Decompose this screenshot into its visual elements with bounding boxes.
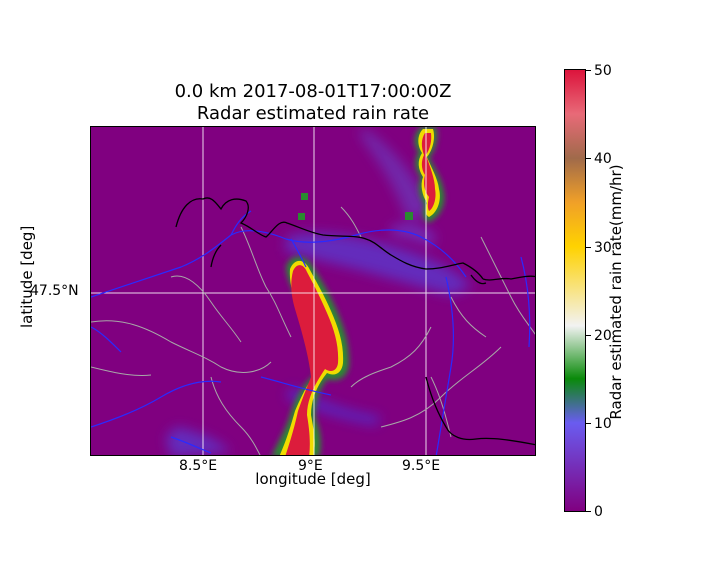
- plot-title-line2: Radar estimated rain rate: [196, 103, 430, 124]
- x-tick-label: 8.5°E: [179, 458, 218, 474]
- y-tick-label: 47.5°N: [30, 283, 79, 299]
- colorbar-label: Radar estimated rain rate(mm/hr): [607, 164, 625, 420]
- storm-cell-main: [272, 256, 349, 455]
- colorbar-tick-label: 10: [594, 416, 612, 432]
- colorbar-tick-label: 20: [594, 328, 612, 344]
- colorbar-tick-label: 50: [594, 63, 612, 79]
- country-borders: [175, 197, 535, 446]
- x-tick-label: 9°E: [298, 458, 323, 474]
- colorbar-gradient: [565, 70, 585, 511]
- colorbar-tick-mark: [586, 335, 591, 336]
- storm-cell-small: [298, 193, 308, 220]
- colorbar-tick-label: 0: [594, 504, 603, 520]
- colorbar-tick-mark: [586, 70, 591, 71]
- x-tick-label: 9.5°E: [402, 458, 441, 474]
- colorbar-tick-mark: [586, 247, 591, 248]
- colorbar-tick-mark: [586, 158, 591, 159]
- colorbar: [564, 69, 586, 512]
- x-axis-label: longitude [deg]: [255, 470, 371, 488]
- radar-map: [90, 126, 536, 456]
- colorbar-tick-label: 30: [594, 240, 612, 256]
- colorbar-tick-mark: [586, 511, 591, 512]
- storm-cell-north: [405, 127, 445, 222]
- colorbar-tick-mark: [586, 423, 591, 424]
- colorbar-tick-label: 40: [594, 151, 612, 167]
- rivers: [91, 210, 531, 455]
- plot-title-line1: 0.0 km 2017-08-01T17:00:00Z: [174, 81, 452, 102]
- y-axis-label: latitude [deg]: [18, 225, 36, 328]
